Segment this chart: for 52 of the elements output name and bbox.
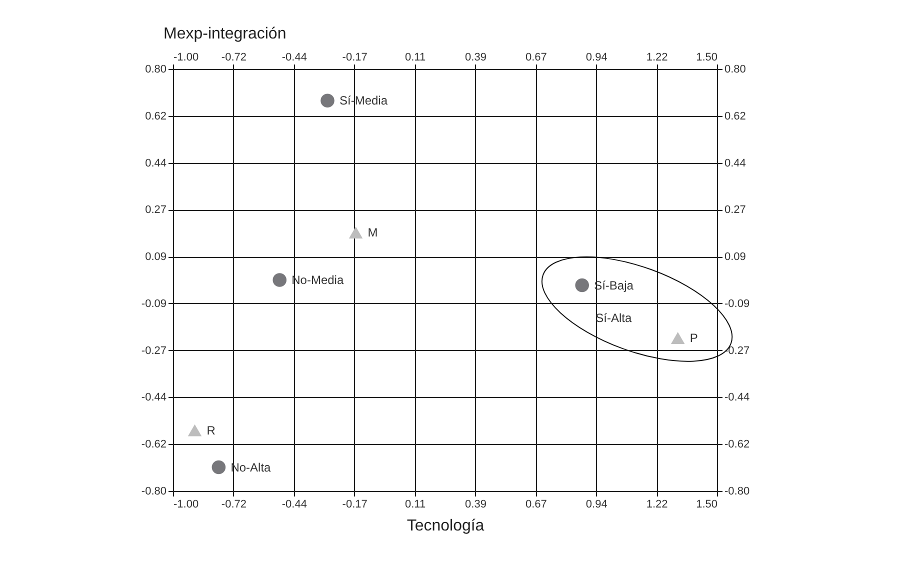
x-tick-label: 1.22 xyxy=(646,52,668,64)
x-tick-label: 0.67 xyxy=(525,52,547,64)
y2-tick-label: 0.80 xyxy=(724,64,746,76)
y2-tick-label: 0.62 xyxy=(724,110,746,122)
y-tick-label: -0.09 xyxy=(141,298,166,310)
x2-tick-label: 1.50 xyxy=(696,498,718,510)
y2-tick-label: 0.09 xyxy=(724,251,746,264)
point xyxy=(188,424,202,436)
annotation: M xyxy=(368,226,378,240)
point xyxy=(670,332,685,344)
y-tick-label: -0.62 xyxy=(141,438,166,451)
x-tick-label: 1.50 xyxy=(696,52,718,64)
y-tick-label: -0.27 xyxy=(141,344,166,357)
x-tick-label: 0.11 xyxy=(404,52,426,64)
x2-tick-label: 0.94 xyxy=(586,498,608,510)
x2-tick-label: 1.22 xyxy=(646,498,668,510)
x-tick-label: -0.72 xyxy=(221,52,246,64)
x2-tick-label: -0.17 xyxy=(342,498,368,510)
y2-tick-label: -0.62 xyxy=(724,438,750,451)
x-tick-label: 0.94 xyxy=(586,52,608,64)
point xyxy=(320,94,334,108)
x2-tick-label: 0.39 xyxy=(465,498,486,510)
y-tick-label: -0.44 xyxy=(141,392,166,404)
y-tick-label: 0.27 xyxy=(145,204,166,216)
y-tick-label: 0.80 xyxy=(145,64,166,76)
x2-tick-label: -0.72 xyxy=(221,498,246,510)
point xyxy=(348,226,363,238)
x2-tick-label: -1.00 xyxy=(174,498,199,510)
point xyxy=(212,460,226,474)
x-axis-title: Tecnología xyxy=(406,518,484,534)
x-tick-label: 0.39 xyxy=(465,52,486,64)
y2-tick-label: -0.27 xyxy=(724,344,750,357)
y-tick-label: 0.09 xyxy=(145,251,166,264)
y-tick-label: -0.80 xyxy=(141,486,166,498)
annotation: P xyxy=(690,331,698,346)
x2-tick-label: 0.67 xyxy=(525,498,547,510)
y-axis-title: Mexp-integración xyxy=(164,26,286,42)
y2-tick-label: -0.09 xyxy=(724,298,750,310)
point xyxy=(575,278,589,292)
y-tick-label: 0.44 xyxy=(145,157,166,170)
x2-tick-label: 0.11 xyxy=(404,498,426,510)
y2-tick-label: -0.80 xyxy=(724,486,750,498)
x-tick-label: -0.17 xyxy=(342,52,368,64)
y-tick-label: 0.62 xyxy=(145,110,166,122)
y2-tick-label: -0.44 xyxy=(724,392,750,404)
y2-tick-label: 0.27 xyxy=(724,204,746,216)
x-tick-label: -1.00 xyxy=(174,52,199,64)
point xyxy=(272,273,287,287)
x-tick-label: -0.44 xyxy=(282,52,307,64)
x2-tick-label: -0.44 xyxy=(282,498,307,510)
annotation: R xyxy=(206,423,216,438)
y2-tick-label: 0.44 xyxy=(724,157,746,170)
